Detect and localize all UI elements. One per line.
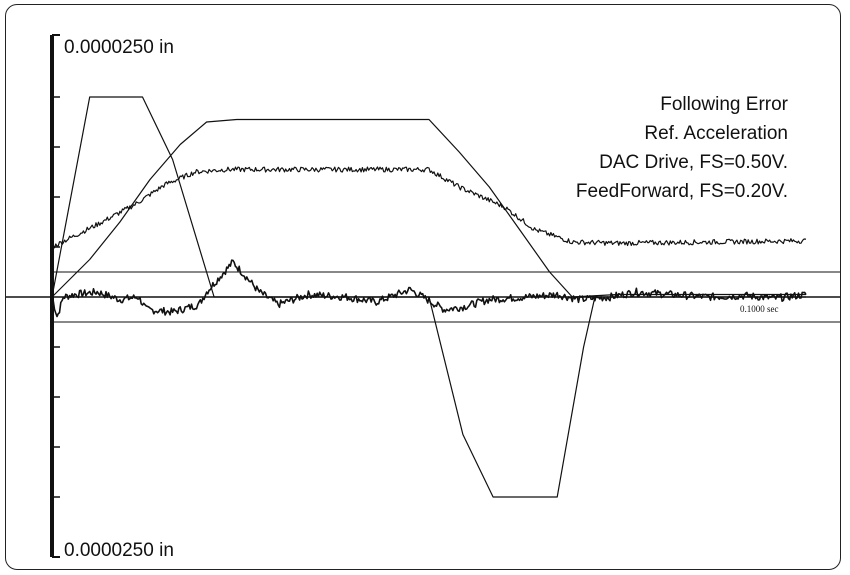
series-line-feedforward-fs-0-20v: [51, 166, 807, 249]
series-layer: [51, 96, 807, 498]
legend-item-ref-acceleration: Ref. Acceleration: [644, 123, 788, 144]
chart-frame: 0.0000250 in 0.0000250 in 0.1000 sec Fol…: [5, 4, 841, 570]
time-marker-label: 0.1000 sec: [740, 304, 779, 314]
y-top-label: 0.0000250 in: [64, 37, 174, 58]
series-line-following-error: [51, 259, 807, 318]
chart-svg: 0.0000250 in 0.0000250 in 0.1000 sec Fol…: [6, 34, 840, 561]
legend-item-dac-drive: DAC Drive, FS=0.50V.: [599, 152, 788, 173]
legend-item-following-error: Following Error: [660, 94, 788, 115]
y-bottom-label: 0.0000250 in: [64, 540, 174, 561]
series-line-dac-drive-fs-0-50v: [51, 118, 806, 298]
series-line-ref-acceleration: [51, 96, 806, 498]
legend-item-feedforward: FeedForward, FS=0.20V.: [576, 181, 788, 202]
